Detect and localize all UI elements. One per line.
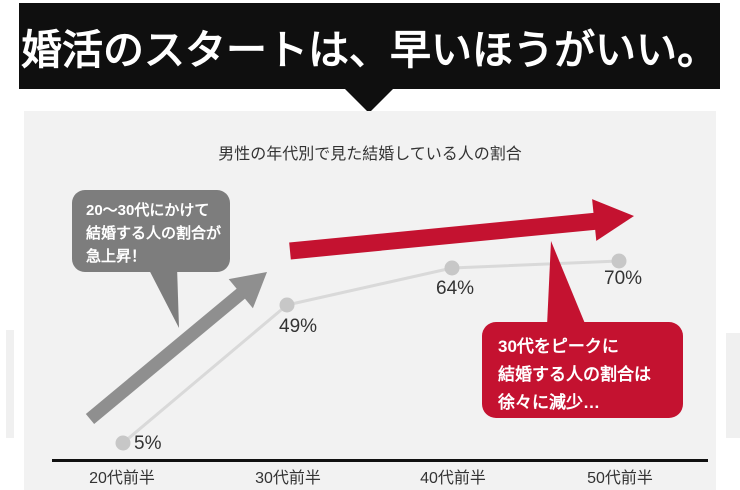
value-label-40s: 64% bbox=[436, 278, 475, 299]
decline-arrow-head bbox=[592, 199, 634, 241]
callout-decline-text: 30代をピークに 結婚する人の割合は 徐々に減少… bbox=[498, 337, 651, 412]
data-point-50s bbox=[611, 253, 627, 269]
data-point-40s bbox=[444, 260, 460, 276]
chart-title: 男性の年代別で見た結婚している人の割合 bbox=[218, 146, 522, 163]
data-point-20s bbox=[115, 435, 131, 451]
headline-text: 婚活のスタートは、早いほうがいい。 bbox=[21, 27, 718, 73]
banner-pointer-triangle bbox=[345, 89, 393, 113]
x-axis-label-50s: 50代前半 bbox=[587, 470, 653, 487]
data-point-30s bbox=[279, 297, 295, 313]
headline-banner: 婚活のスタートは、早いほうがいい。 bbox=[19, 3, 720, 89]
rise-callout-tail bbox=[145, 262, 179, 328]
right-edge-strip bbox=[726, 333, 740, 438]
callout-rise: 20〜30代にかけて 結婚する人の割合が 急上昇！ bbox=[72, 190, 230, 272]
callout-rise-text: 20〜30代にかけて 結婚する人の割合が 急上昇！ bbox=[86, 202, 222, 265]
x-axis-line bbox=[52, 459, 708, 462]
chart-panel bbox=[24, 111, 716, 490]
x-axis-label-20s: 20代前半 bbox=[89, 470, 155, 487]
value-label-20s: 5% bbox=[134, 433, 162, 454]
rise-arrow-shaft bbox=[85, 286, 249, 424]
decline-arrow-shaft bbox=[289, 212, 599, 260]
data-line bbox=[121, 259, 621, 445]
value-label-30s: 49% bbox=[279, 316, 318, 337]
callout-decline: 30代をピークに 結婚する人の割合は 徐々に減少… bbox=[482, 322, 683, 418]
x-axis-label-30s: 30代前半 bbox=[255, 470, 321, 487]
rise-arrow-head bbox=[228, 272, 267, 309]
x-axis-label-40s: 40代前半 bbox=[420, 470, 486, 487]
left-edge-strip bbox=[6, 330, 14, 438]
value-label-50s: 70% bbox=[604, 268, 643, 289]
decline-callout-tail bbox=[547, 241, 586, 326]
